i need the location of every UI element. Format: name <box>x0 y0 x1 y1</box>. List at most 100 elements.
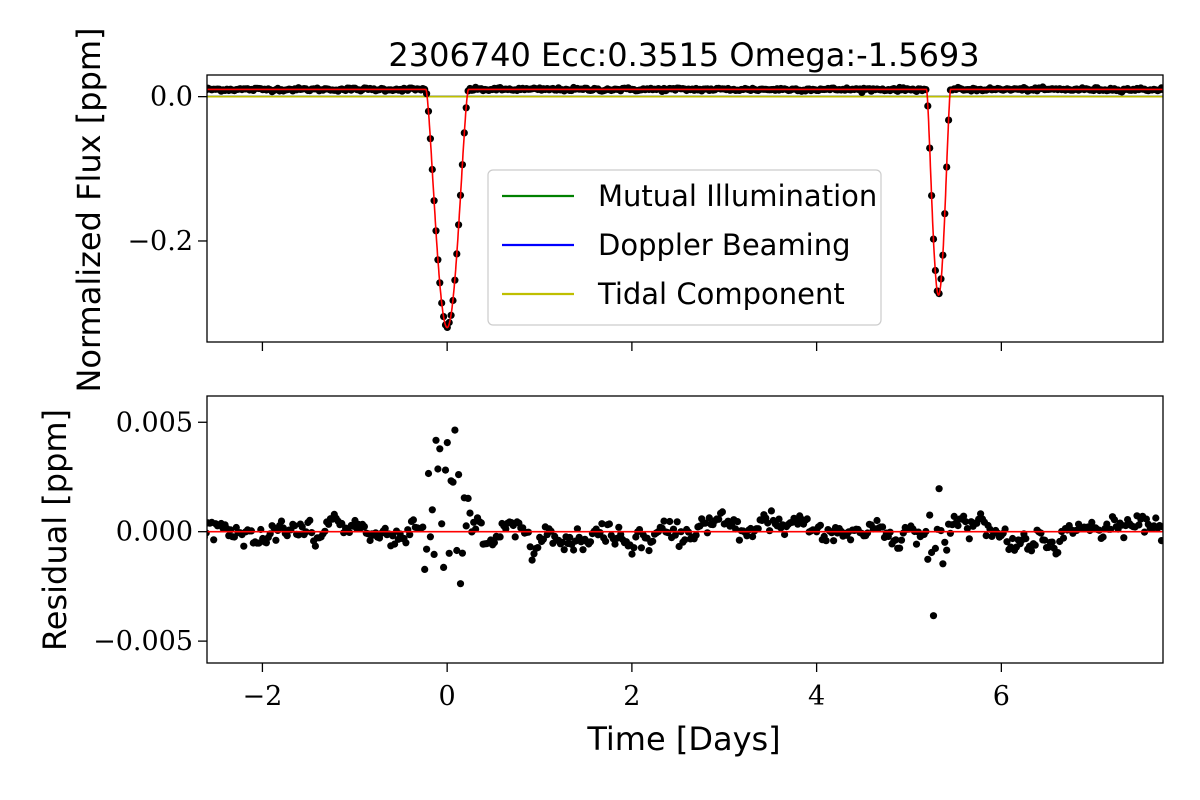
residual-point <box>462 522 470 530</box>
residual-point <box>560 546 568 554</box>
residual-point <box>926 511 934 519</box>
residual-point <box>566 533 574 542</box>
bottom-x-tick-label: −2 <box>243 681 283 712</box>
bottom-y-tick-label: −0.005 <box>93 626 193 657</box>
residual-point <box>718 508 727 516</box>
residual-point <box>409 516 417 524</box>
residual-point <box>423 545 431 553</box>
residual-point <box>311 542 319 550</box>
residual-point <box>705 514 713 522</box>
residual-point <box>294 531 303 539</box>
residual-point <box>1003 538 1011 546</box>
residual-point <box>946 529 955 537</box>
residual-point <box>456 580 465 588</box>
residual-point <box>628 550 636 558</box>
residual-point <box>464 494 472 502</box>
residual-point <box>428 506 436 514</box>
residual-point <box>803 515 811 523</box>
residual-point <box>950 512 958 521</box>
residual-point <box>458 549 466 557</box>
bottom-y-axis-label: Residual [ppm] <box>36 409 74 651</box>
residual-point <box>434 465 442 473</box>
residual-point <box>586 538 595 546</box>
residual-point <box>764 519 772 527</box>
residual-point <box>528 556 536 564</box>
chart-title: 2306740 Ecc:0.3515 Omega:-1.5693 <box>388 36 979 74</box>
residual-point <box>308 529 316 537</box>
legend-label-doppler-beaming: Doppler Beaming <box>598 228 851 262</box>
residual-point <box>822 537 830 545</box>
residual-point <box>605 520 614 528</box>
residual-point <box>443 439 451 447</box>
residual-point <box>402 539 410 547</box>
residual-point <box>360 523 368 531</box>
residual-point <box>897 536 906 544</box>
residual-point <box>1152 514 1160 522</box>
residual-point <box>477 519 485 527</box>
residual-point <box>502 525 510 533</box>
residual-point <box>596 529 604 537</box>
bottom-x-tick-label: 2 <box>623 681 640 712</box>
residual-point <box>935 485 943 493</box>
residual-point <box>703 529 712 537</box>
residual-point <box>438 520 446 528</box>
residual-point <box>279 524 287 532</box>
residual-point <box>445 549 453 557</box>
residual-point <box>441 466 450 474</box>
residual-point <box>775 515 783 523</box>
residual-point <box>421 565 429 574</box>
legend: Mutual Illumination Doppler Beaming Tida… <box>487 169 882 326</box>
bottom-x-tick-label: 4 <box>808 681 825 712</box>
residual-point <box>735 536 744 544</box>
top-series-layer <box>207 83 1163 331</box>
residual-point <box>291 522 299 530</box>
residual-point <box>630 544 638 552</box>
residual-point <box>701 519 710 527</box>
residual-point <box>466 509 474 517</box>
legend-box <box>487 169 882 326</box>
residual-point <box>432 436 440 444</box>
residual-point <box>943 546 951 554</box>
residual-point <box>645 547 653 555</box>
residual-point <box>430 550 438 559</box>
residual-point <box>424 469 433 478</box>
residual-point <box>961 518 970 526</box>
residual-point <box>637 544 646 552</box>
residual-point <box>615 523 623 531</box>
bottom-x-tick-label: 0 <box>439 681 456 712</box>
residual-point <box>873 516 881 525</box>
top-plot-frame <box>206 74 1164 343</box>
residual-point <box>743 532 751 540</box>
top-y-tick-label: 0.0 <box>150 82 193 113</box>
residual-point <box>558 538 566 547</box>
residual-point <box>496 533 504 541</box>
residual-point <box>830 537 838 545</box>
residual-point <box>1022 535 1030 543</box>
residual-point <box>298 523 306 531</box>
residual-point <box>325 520 333 528</box>
residual-point <box>306 516 314 525</box>
residual-point <box>1031 541 1039 549</box>
residual-point <box>1054 549 1062 557</box>
residual-point <box>436 445 444 453</box>
bottom-y-tick-label: 0.000 <box>116 517 193 548</box>
residual-point <box>611 540 619 548</box>
residual-point <box>781 530 789 539</box>
bottom-plot-frame <box>206 395 1164 664</box>
top-panel: 0.0 −0.2 Normalized Flux [ppm] Mutual Ill… <box>70 27 1164 393</box>
residual-point <box>455 471 463 479</box>
top-y-tick-label: −0.2 <box>127 226 193 257</box>
residual-point <box>1027 547 1036 555</box>
residual-point <box>453 546 461 555</box>
residual-point <box>664 529 672 537</box>
model-line <box>207 88 1163 329</box>
residual-point <box>366 536 374 545</box>
residual-point <box>963 525 972 533</box>
residual-point <box>419 523 427 531</box>
residual-point <box>896 544 904 552</box>
residual-point <box>579 546 587 554</box>
bottom-x-tick-label: 6 <box>993 681 1010 712</box>
residual-point <box>767 507 776 515</box>
residual-point <box>960 512 968 520</box>
